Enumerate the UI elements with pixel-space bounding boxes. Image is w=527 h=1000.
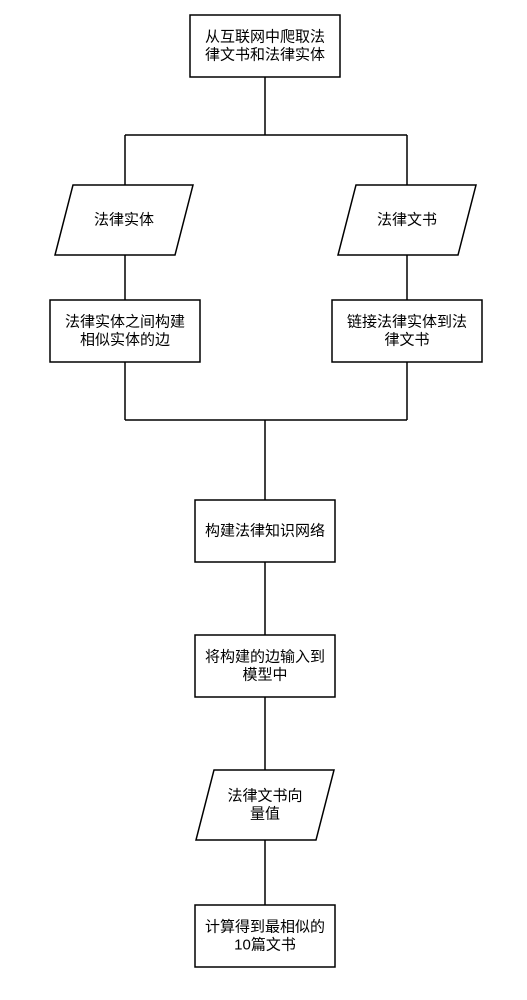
node-label: 量值 bbox=[250, 806, 280, 823]
node-n8: 法律文书向量值 bbox=[196, 770, 334, 840]
node-n7: 将构建的边输入到模型中 bbox=[195, 635, 335, 697]
node-label: 法律实体之间构建 bbox=[65, 314, 185, 331]
flowchart-canvas: 从互联网中爬取法律文书和法律实体法律实体 法律文书法律实体之间构建相似实体的边 链接… bbox=[0, 0, 527, 1000]
node-n2: 法律实体 bbox=[55, 185, 193, 255]
node-label: 律文书和法律实体 bbox=[205, 47, 325, 64]
node-label: 10篇文书 bbox=[234, 936, 296, 954]
node-label: 构建法律知识网络 bbox=[205, 523, 325, 540]
node-label: 链接法律实体到法 bbox=[347, 314, 467, 331]
node-label: 模型中 bbox=[242, 667, 287, 684]
node-label: 法律文书 bbox=[377, 212, 437, 229]
node-label: 计算得到最相似的 bbox=[205, 918, 325, 936]
node-label: 相似实体的边 bbox=[80, 332, 170, 349]
node-label: 法律实体 bbox=[94, 212, 154, 229]
node-n4: 法律实体之间构建相似实体的边 bbox=[50, 300, 200, 362]
node-n6: 构建法律知识网络 bbox=[195, 500, 335, 562]
node-label: 律文书 bbox=[384, 332, 429, 349]
node-n3: 法律文书 bbox=[338, 185, 476, 255]
node-label: 法律文书向 bbox=[227, 788, 302, 805]
node-n5: 链接法律实体到法律文书 bbox=[332, 300, 482, 362]
node-label: 将构建的边输入到 bbox=[205, 649, 325, 666]
node-label: 从互联网中爬取法 bbox=[205, 29, 325, 46]
node-n9: 计算得到最相似的10篇文书 bbox=[195, 905, 335, 967]
node-n1: 从互联网中爬取法律文书和法律实体 bbox=[190, 15, 340, 77]
